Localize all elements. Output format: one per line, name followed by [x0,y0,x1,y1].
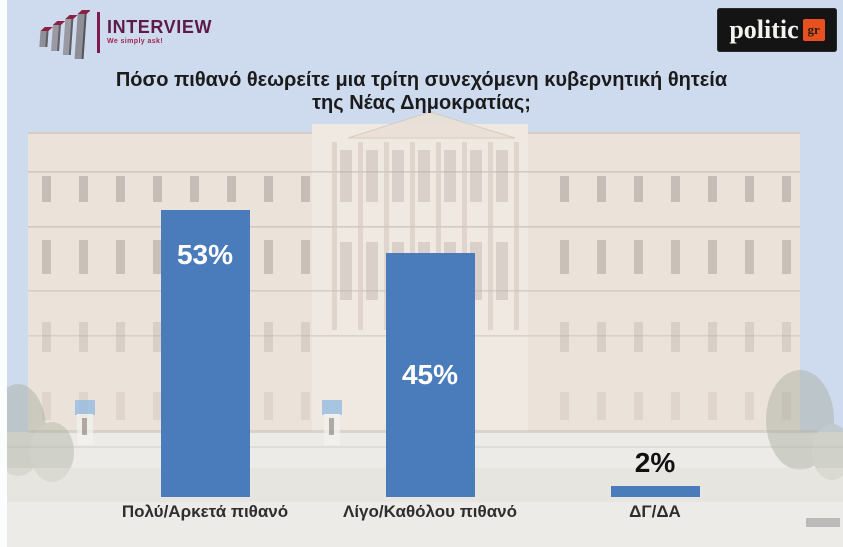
politic-logo-text: politic [729,15,799,44]
interview-logo-tagline: We simply ask! [107,38,164,45]
bar-3 [610,486,700,497]
left-margin-strip [0,0,7,547]
trees [0,370,843,482]
category-label-3: ΔΓ/ΔΑ [629,502,681,521]
politic-logo: politic gr [717,8,837,52]
chart-title: Πόσο πιθανό θεωρείτε μια τρίτη συνεχόμεν… [0,69,843,115]
bar-value-label-3: 2% [634,447,676,478]
interview-bars-icon [39,10,90,59]
logo-divider [97,12,100,53]
interview-logo-name: INTERVIEW [107,17,213,37]
bottom-right-smudge [806,518,840,527]
bar-1 [160,210,250,497]
bar-value-label-2: 45% [401,359,459,390]
bar-2 [385,253,475,497]
interview-logo: INTERVIEW We simply ask! [34,9,212,59]
sentry-boxes [75,400,342,445]
bar-value-label-1: 53% [176,239,234,270]
category-label-2: Λίγο/Καθόλου πιθανό [342,502,517,521]
politic-gr-badge: gr [802,19,825,41]
chart-title-line2: της Νέας Δημοκρατίας; [312,92,531,114]
category-label-1: Πολύ/Αρκετά πιθανό [121,502,289,521]
chart-title-line1: Πόσο πιθανό θεωρείτε μια τρίτη συνεχόμεν… [115,69,728,91]
